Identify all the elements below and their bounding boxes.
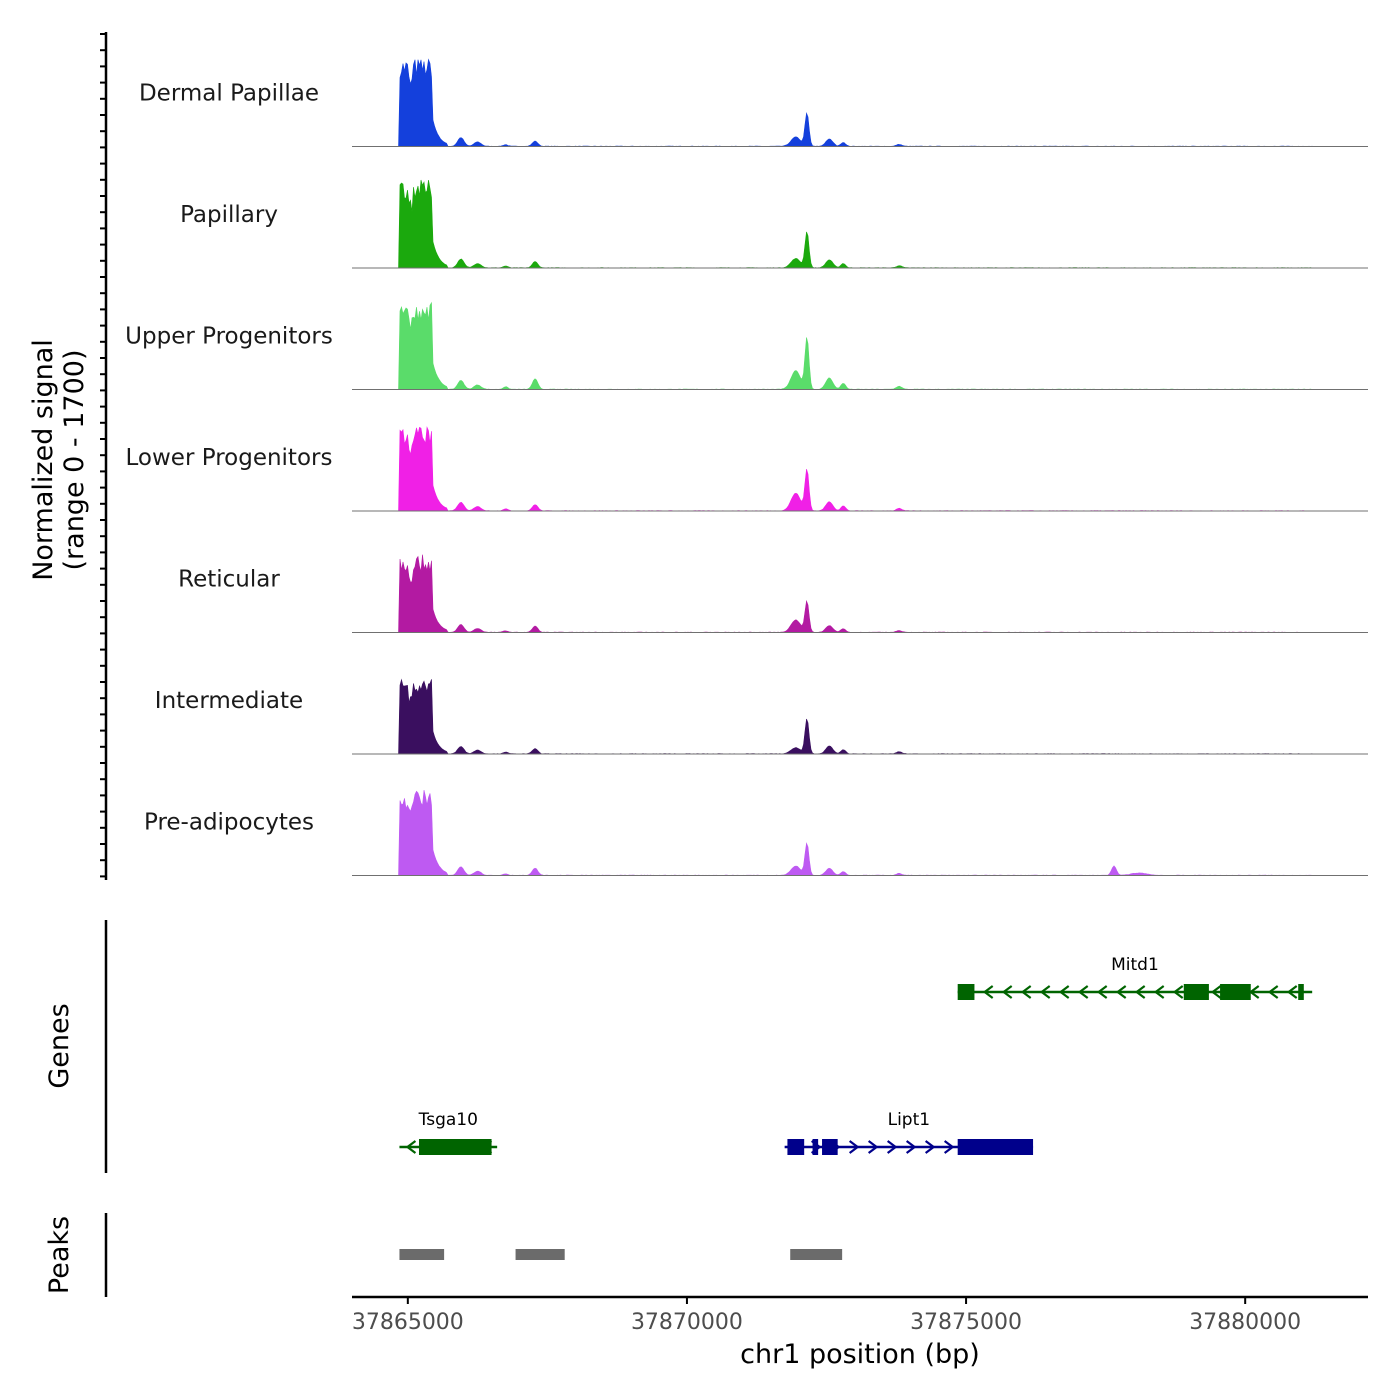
strand-chevron [982,985,994,999]
strand-chevron [1020,985,1032,999]
strand-chevron [1001,985,1013,999]
strand-chevron [1172,985,1184,999]
peaks-panel [104,1213,843,1297]
strand-chevron [848,1140,860,1154]
gene-exon [1298,984,1304,1000]
gene-exon [418,1139,492,1155]
x-axis: 37865000 37870000 37875000 37880000 [352,1295,1368,1335]
strand-chevron [405,1140,417,1154]
peaks-axis-label: Peaks [44,1216,75,1294]
strand-chevron [867,1140,879,1154]
track-label: Dermal Papillae [139,81,319,107]
strand-chevron [1096,985,1108,999]
peak-region [399,1249,445,1260]
gene-label: Mitd1 [1111,955,1159,975]
track-label: Upper Progenitors [125,324,333,350]
coverage-area [352,790,1368,876]
coverage-area [352,301,1368,390]
strand-chevron [886,1140,898,1154]
signal-axis [100,32,108,880]
strand-chevron [1115,985,1127,999]
gene-exon [812,1139,819,1155]
track-label: Papillary [180,202,278,228]
genes-axis-label: Genes [44,1003,75,1088]
gene-label: Lipt1 [888,1110,930,1130]
gene-label: Tsga10 [418,1110,478,1130]
strand-chevron [1077,985,1089,999]
gene-exon [1220,984,1251,1000]
strand-chevron [905,1140,917,1154]
strand-chevron [1153,985,1165,999]
x-tick-label: 37875000 [910,1310,1022,1335]
coverage-area [352,426,1368,512]
strand-chevron [943,1140,955,1154]
peak-region [515,1249,565,1260]
strand-chevron [1210,985,1222,999]
track-label: Pre-adipocytes [144,810,314,836]
x-tick-label: 37865000 [352,1310,464,1335]
peak-region [790,1249,843,1260]
strand-chevron [1058,985,1070,999]
coverage-area [352,554,1368,633]
x-tick-label: 37880000 [1189,1310,1301,1335]
coverage-tracks [352,58,1368,876]
gene-exon [822,1139,838,1155]
strand-chevron [1134,985,1146,999]
strand-chevron [1267,985,1279,999]
gene-exon [787,1139,805,1155]
y-axis-label-line2: (range 0 - 1700) [59,350,90,571]
strand-chevron [1286,985,1298,999]
gene-exon [957,1139,1034,1155]
genes-panel: Mitd1 Tsga10 Lipt1 [104,920,1313,1173]
strand-chevron [1039,985,1051,999]
x-tick-label: 37870000 [631,1310,743,1335]
coverage-area [352,678,1368,755]
track-label: Reticular [178,567,280,593]
y-axis-label-line1: Normalized signal [28,339,59,581]
track-label: Intermediate [155,688,303,714]
strand-chevron [924,1140,936,1154]
coverage-area [352,58,1368,147]
coverage-area [352,179,1368,269]
x-axis-label: chr1 position (bp) [740,1339,980,1370]
track-labels: Dermal Papillae Papillary Upper Progenitor… [125,81,333,836]
gene-exon [1183,984,1209,1000]
gene-exon [957,984,975,1000]
track-label: Lower Progenitors [126,445,333,471]
